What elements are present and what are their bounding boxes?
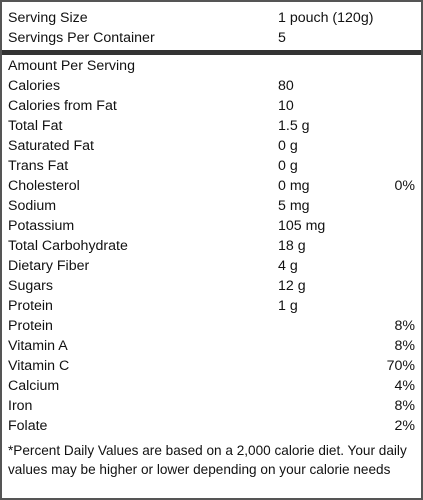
vitamin-name: Vitamin A [8, 338, 68, 354]
servings-per-container-value: 5 [278, 30, 286, 46]
nutrient-name: Dietary Fiber [8, 258, 90, 274]
nutrient-name: Total Carbohydrate [8, 238, 128, 254]
amount-per-serving-label: Amount Per Serving [8, 58, 135, 74]
nutrient-name: Cholesterol [8, 178, 80, 194]
vitamin-daily-value: 70% [386, 358, 415, 374]
nutrient-amount: 105 mg [278, 218, 326, 234]
nutrient-name: Saturated Fat [8, 138, 94, 154]
nutrient-name: Sodium [8, 198, 57, 214]
nutrient-daily-value: 0% [394, 178, 415, 194]
daily-value-footnote: *Percent Daily Values are based on a 2,0… [8, 443, 407, 477]
nutrient-amount: 5 mg [278, 198, 310, 214]
nutrient-row-cholesterol: Cholesterol 0 mg 0% [8, 176, 415, 196]
nutrient-row-potassium: Potassium 105 mg [8, 216, 415, 236]
amount-per-serving-row: Amount Per Serving [8, 56, 415, 76]
vitamin-row-protein: Protein 8% [8, 316, 415, 336]
nutrient-amount: 18 g [278, 238, 306, 254]
vitamin-daily-value: 4% [394, 378, 415, 394]
serving-size-label: Serving Size [8, 10, 88, 26]
vitamin-daily-value: 2% [394, 418, 415, 434]
nutrient-row-total-fat: Total Fat 1.5 g [8, 116, 415, 136]
nutrient-name: Total Fat [8, 118, 63, 134]
vitamin-daily-value: 8% [394, 398, 415, 414]
nutrient-amount: 0 g [278, 138, 298, 154]
nutrient-amount: 12 g [278, 278, 306, 294]
vitamin-row-folate: Folate 2% [8, 416, 415, 436]
nutrient-row-trans-fat: Trans Fat 0 g [8, 156, 415, 176]
nutrient-amount: 1 g [278, 298, 298, 314]
vitamin-name: Iron [8, 398, 33, 414]
nutrient-amount: 0 mg [278, 178, 310, 194]
nutrient-name: Potassium [8, 218, 75, 234]
vitamin-name: Calcium [8, 378, 60, 394]
nutrient-name: Trans Fat [8, 158, 69, 174]
nutrient-row-calories: Calories 80 [8, 76, 415, 96]
nutrient-row-sodium: Sodium 5 mg [8, 196, 415, 216]
nutrient-amount: 4 g [278, 258, 298, 274]
vitamin-name: Folate [8, 418, 48, 434]
nutrient-row-total-carbohydrate: Total Carbohydrate 18 g [8, 236, 415, 256]
vitamin-row-iron: Iron 8% [8, 396, 415, 416]
nutrient-name: Sugars [8, 278, 53, 294]
vitamin-name: Vitamin C [8, 358, 70, 374]
nutrient-name: Calories [8, 78, 61, 94]
thick-divider [2, 50, 421, 55]
vitamin-daily-value: 8% [394, 338, 415, 354]
nutrient-row-sugars: Sugars 12 g [8, 276, 415, 296]
nutrient-row-dietary-fiber: Dietary Fiber 4 g [8, 256, 415, 276]
serving-size-row: Serving Size 1 pouch (120g) [8, 8, 415, 28]
nutrient-name: Calories from Fat [8, 98, 117, 114]
servings-per-container-label: Servings Per Container [8, 30, 155, 46]
nutrient-amount: 10 [278, 98, 294, 114]
vitamin-daily-value: 8% [394, 318, 415, 334]
nutrient-amount: 1.5 g [278, 118, 310, 134]
servings-per-container-row: Servings Per Container 5 [8, 28, 415, 48]
nutrient-row-protein: Protein 1 g [8, 296, 415, 316]
nutrient-row-saturated-fat: Saturated Fat 0 g [8, 136, 415, 156]
nutrient-row-calories-from-fat: Calories from Fat 10 [8, 96, 415, 116]
nutrient-name: Protein [8, 298, 53, 314]
vitamin-name: Protein [8, 318, 53, 334]
nutrient-amount: 80 [278, 78, 294, 94]
vitamin-row-calcium: Calcium 4% [8, 376, 415, 396]
vitamin-row-vitamin-c: Vitamin C 70% [8, 356, 415, 376]
nutrient-amount: 0 g [278, 158, 298, 174]
vitamin-row-vitamin-a: Vitamin A 8% [8, 336, 415, 356]
serving-size-value: 1 pouch (120g) [278, 10, 374, 26]
